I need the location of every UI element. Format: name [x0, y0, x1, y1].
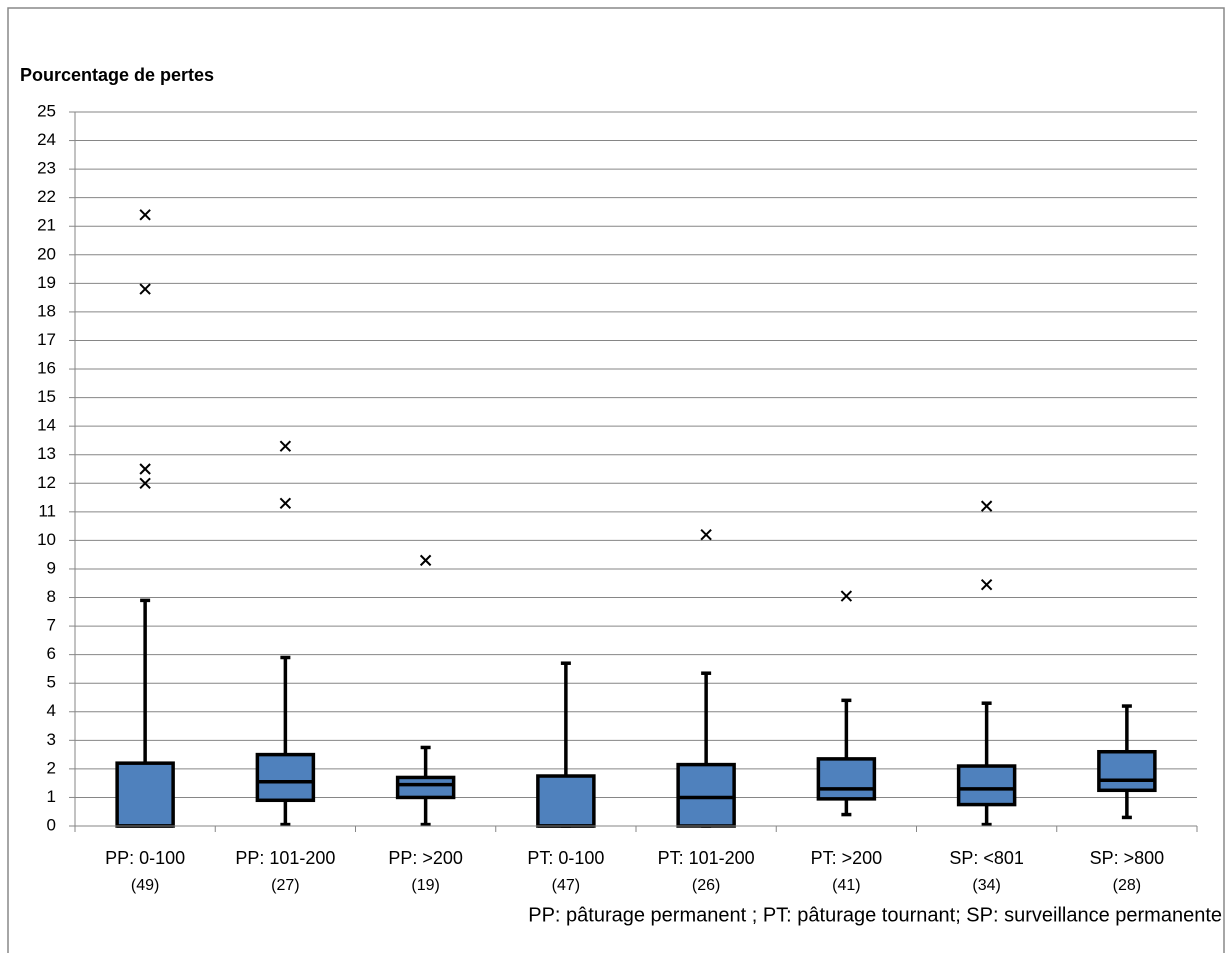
outlier	[980, 500, 993, 512]
y-tick-label: 17	[37, 330, 56, 349]
y-tick-label: 3	[47, 730, 56, 749]
y-tick-label: 16	[37, 359, 56, 378]
box	[395, 775, 456, 800]
outlier	[279, 440, 292, 452]
x-tick-label: SP: <801	[949, 848, 1024, 868]
sample-size: (34)	[972, 877, 1000, 894]
outlier	[840, 590, 853, 602]
y-tick-label: 0	[47, 815, 56, 834]
sample-size: (47)	[552, 877, 580, 894]
outlier	[980, 578, 993, 591]
sample-size: (27)	[271, 877, 299, 894]
y-tick-label: 7	[47, 616, 56, 635]
outlier	[700, 528, 712, 541]
sample-size: (49)	[131, 877, 159, 894]
sample-size: (41)	[832, 877, 860, 894]
y-tick-label: 13	[37, 444, 56, 463]
outlier	[279, 497, 292, 509]
y-tick-label: 23	[37, 159, 56, 178]
y-tick-label: 11	[38, 501, 56, 520]
y-tick-label: 15	[37, 387, 56, 406]
sample-size: (26)	[692, 877, 720, 894]
x-tick-label: PT: 101-200	[658, 848, 755, 868]
x-tick-label: PP: >200	[388, 848, 463, 868]
y-tick-label: 18	[37, 301, 56, 320]
y-tick-label: 10	[37, 530, 56, 549]
x-tick-label: SP: >800	[1090, 848, 1165, 868]
sample-size: (28)	[1113, 877, 1141, 894]
box	[536, 774, 596, 828]
y-tick-label: 4	[47, 701, 56, 720]
x-tick-label: PT: >200	[811, 848, 883, 868]
box	[676, 762, 736, 828]
y-tick-label: 22	[37, 187, 56, 206]
y-tick-label: 5	[47, 673, 56, 692]
box	[956, 764, 1017, 807]
outlier	[139, 463, 151, 475]
y-tick-label: 20	[37, 244, 56, 263]
chart-title: Pourcentage de pertes	[20, 65, 214, 85]
sample-size: (19)	[411, 877, 439, 894]
y-tick-label: 1	[47, 787, 56, 806]
box	[1097, 749, 1157, 793]
y-tick-label: 19	[37, 273, 56, 292]
y-tick-label: 2	[47, 758, 56, 777]
outlier	[139, 477, 151, 489]
y-tick-label: 6	[47, 644, 56, 663]
y-tick-label: 9	[47, 558, 56, 577]
x-tick-label: PP: 101-200	[235, 848, 335, 868]
box	[816, 757, 877, 801]
note: PP: pâturage permanent ; PT: pâturage to…	[528, 904, 1222, 926]
x-tick-label: PP: 0-100	[105, 848, 185, 868]
outlier	[419, 554, 432, 567]
y-tick-label: 21	[37, 216, 56, 235]
y-tick-label: 24	[37, 130, 56, 149]
outlier	[139, 283, 151, 295]
chart-frame	[7, 7, 1225, 953]
y-tick-label: 25	[37, 101, 56, 120]
y-tick-label: 14	[37, 416, 56, 435]
x-tick-label: PT: 0-100	[527, 848, 604, 868]
y-tick-label: 8	[47, 587, 56, 606]
box	[255, 752, 316, 803]
y-tick-label: 12	[37, 473, 56, 492]
box	[115, 761, 175, 828]
outlier	[139, 209, 151, 221]
